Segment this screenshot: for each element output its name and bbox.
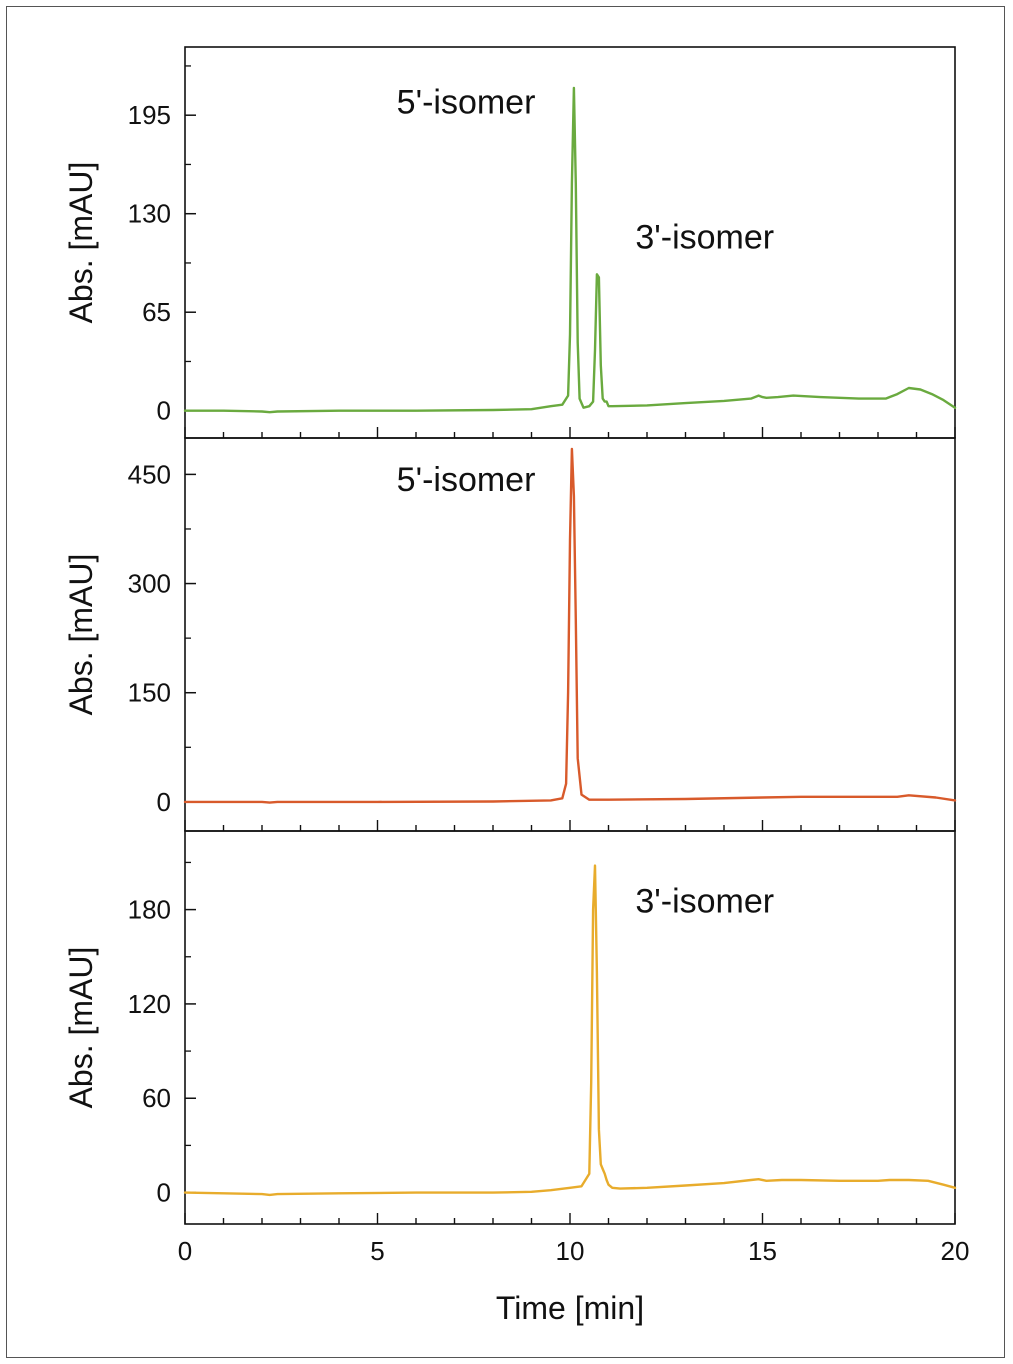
x-axis-title: Time [min] [496, 1290, 644, 1326]
panel-1-ytick-label-1: 65 [142, 297, 171, 327]
panel-1-annotation-0: 5'-isomer [397, 84, 536, 122]
panel-1-ylabel: Abs. [mAU] [63, 162, 99, 324]
panel-3-frame [184, 830, 956, 1225]
xtick-label-4: 20 [941, 1236, 970, 1266]
xtick-label-1: 5 [370, 1236, 384, 1266]
panel-3-ytick-label-0: 0 [157, 1178, 171, 1208]
xtick-label-2: 10 [556, 1236, 585, 1266]
panel-2-ytick-label-0: 0 [157, 787, 171, 817]
panel-1-ytick-label-2: 130 [128, 199, 171, 229]
panel-2-ytick-label-3: 450 [128, 459, 171, 489]
panel-1-chromatogram-line [183, 86, 957, 414]
panel-2-ylabel: Abs. [mAU] [63, 554, 99, 716]
panel-3-ylabel: Abs. [mAU] [63, 947, 99, 1109]
panel-3-chromatogram-line [183, 864, 957, 1197]
panel-2-annotation-0: 5'-isomer [397, 461, 536, 499]
panel-2-ytick-label-1: 150 [128, 678, 171, 708]
panel-3-ytick-label-1: 60 [142, 1083, 171, 1113]
xtick-label-0: 0 [178, 1236, 192, 1266]
panel-2-ytick-label-2: 300 [128, 569, 171, 599]
panel-3-annotation-0: 3'-isomer [635, 883, 774, 921]
panel-1-ytick-label-3: 195 [128, 100, 171, 130]
panel-1-annotation-1: 3'-isomer [635, 219, 774, 257]
panel-2-chromatogram-line [183, 447, 957, 804]
xtick-label-3: 15 [748, 1236, 777, 1266]
panel-1-ytick-label-0: 0 [157, 396, 171, 426]
figure-frame [6, 6, 1005, 1358]
panel-3-ytick-label-3: 180 [128, 895, 171, 925]
panel-3-ytick-label-2: 120 [128, 989, 171, 1019]
